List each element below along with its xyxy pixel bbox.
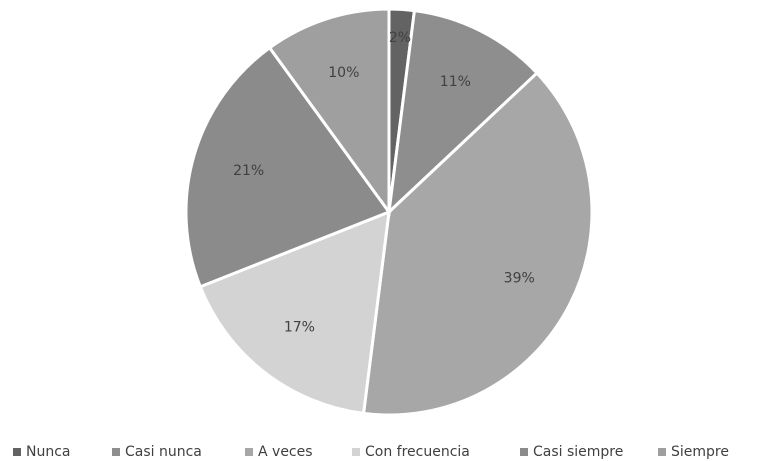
legend-text: Casi nunca: [125, 444, 202, 460]
legend-text: Con frecuencia: [365, 444, 470, 460]
legend-swatch: [13, 448, 21, 456]
legend-text: Casi siempre: [533, 444, 623, 460]
slice-label: 10%: [328, 65, 359, 81]
slice-label: 39%: [504, 270, 535, 286]
pie-slice: [361, 70, 594, 417]
legend-swatch: [352, 448, 360, 456]
pie-slice: [184, 45, 392, 289]
slice-label: 17%: [284, 319, 315, 335]
pie-slice: [267, 7, 391, 217]
slice-label: 11%: [440, 74, 471, 90]
legend-swatch: [112, 448, 120, 456]
slice-label: 21%: [233, 163, 264, 179]
pie-slice: [386, 8, 540, 216]
legend-swatch: [520, 448, 528, 456]
slice-label: 2%: [389, 30, 411, 46]
legend-text: Nunca: [26, 444, 71, 460]
legend-swatch: [658, 448, 666, 456]
pie-slice: [198, 209, 391, 416]
legend-swatch: [245, 448, 253, 456]
legend-text: A veces: [258, 444, 313, 460]
legend-text: Siempre: [671, 444, 729, 460]
